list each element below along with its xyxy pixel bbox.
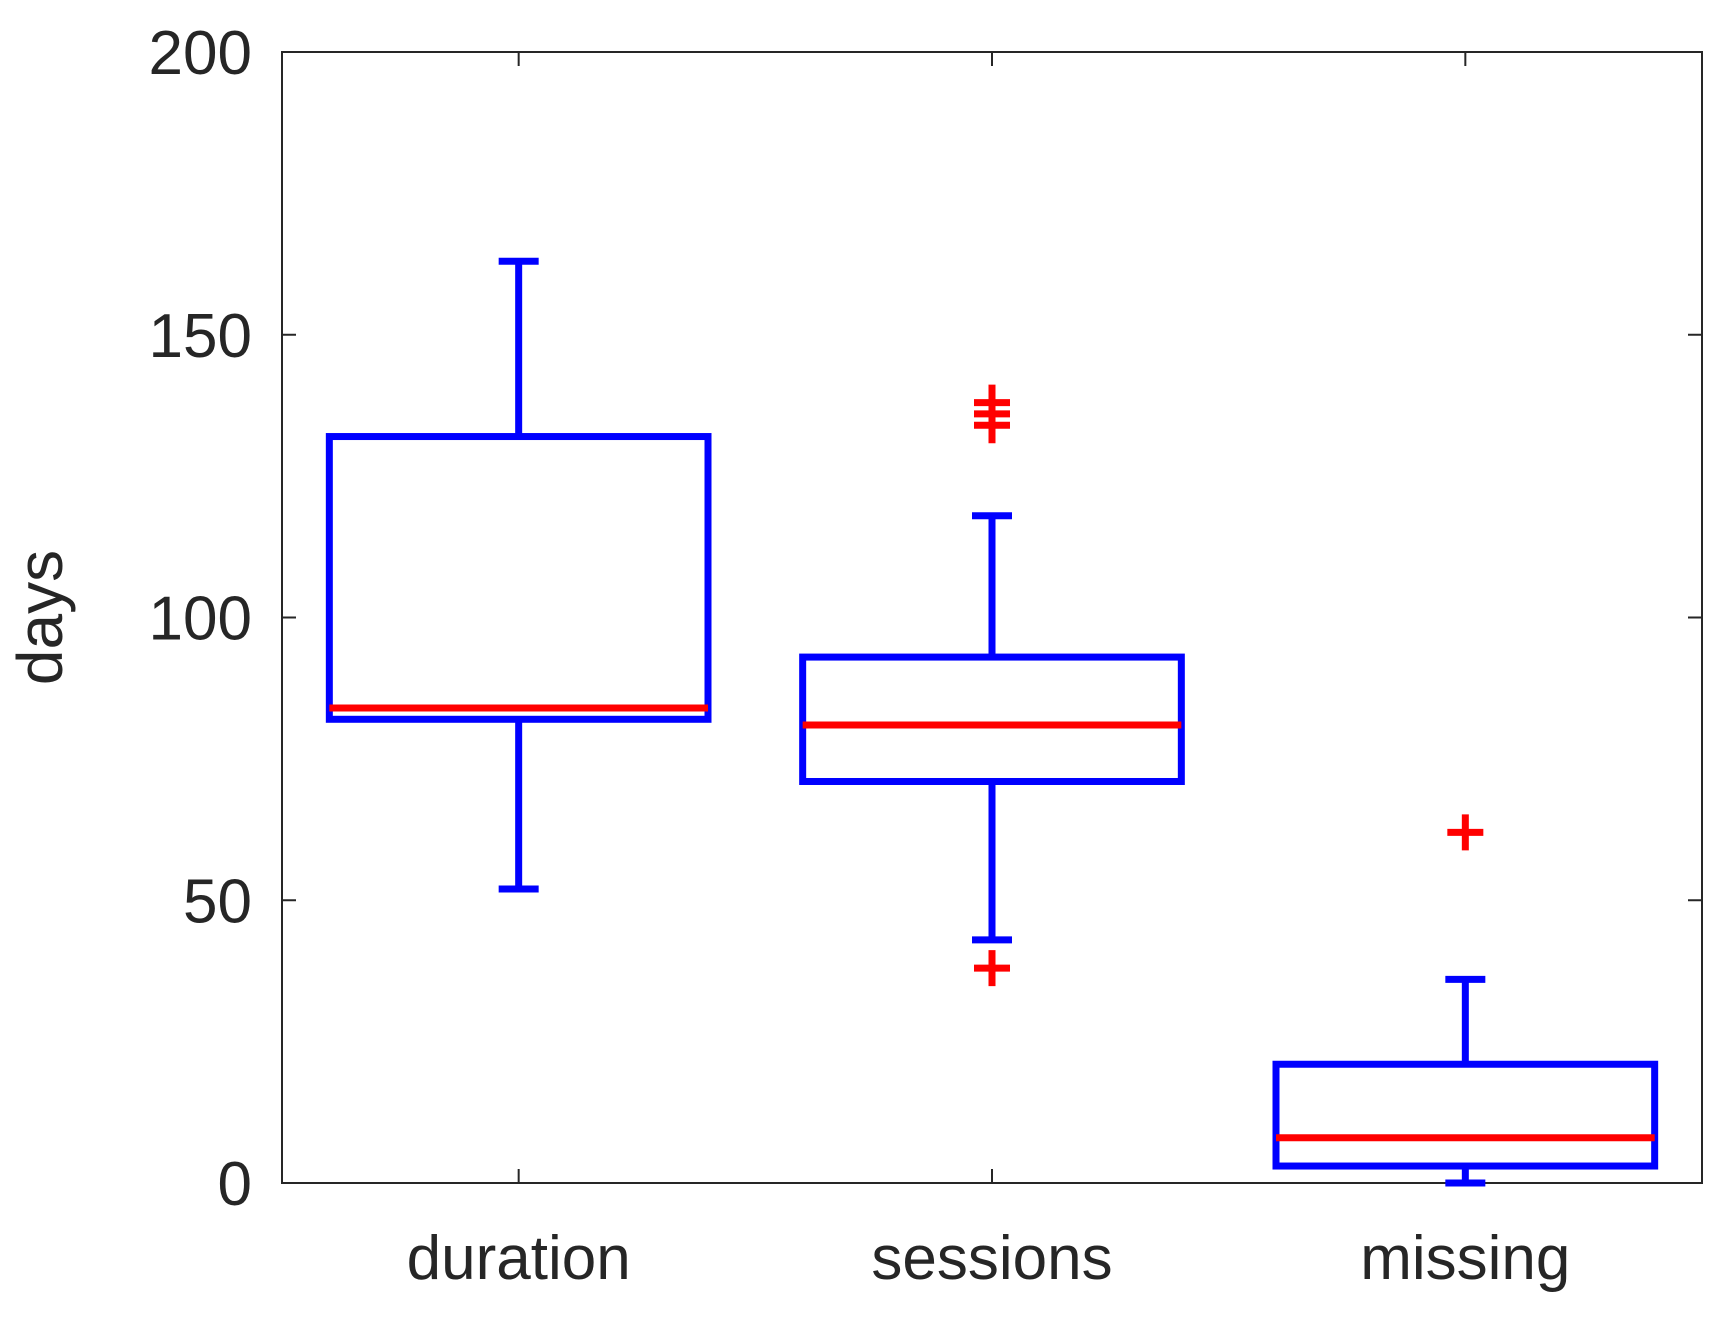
outlier-marker	[974, 950, 1010, 987]
box-sessions	[799, 384, 1185, 987]
iqr-box	[1272, 1060, 1659, 1170]
boxes-layer	[325, 257, 1659, 1187]
ticks-layer: 0 50 100 150 200 duration sessions missing	[149, 19, 1702, 1293]
box-duration	[325, 257, 712, 893]
iqr-box	[799, 653, 1185, 785]
y-tick-label: 200	[149, 19, 252, 88]
y-tick-label: 0	[218, 1150, 252, 1219]
iqr-box	[325, 433, 712, 723]
x-tick-label: sessions	[871, 1224, 1112, 1293]
y-axis-label: days	[4, 550, 76, 685]
y-tick-label: 100	[149, 585, 252, 654]
x-tick-label: missing	[1360, 1224, 1570, 1293]
y-tick-label: 150	[149, 302, 252, 371]
outlier-marker	[974, 384, 1010, 421]
y-tick-label: 50	[183, 867, 252, 936]
x-tick-label: duration	[407, 1224, 631, 1293]
box-missing	[1272, 814, 1659, 1187]
outlier-marker	[1447, 814, 1484, 851]
